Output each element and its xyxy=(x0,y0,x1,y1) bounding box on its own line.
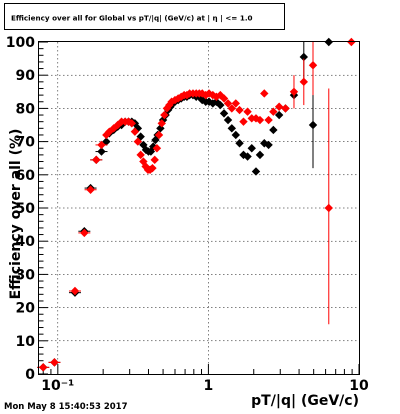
data-point xyxy=(70,286,80,296)
data-point xyxy=(136,150,145,160)
data-point xyxy=(150,155,159,165)
data-point xyxy=(223,99,233,108)
data-point xyxy=(247,114,256,123)
data-point xyxy=(274,102,284,111)
data-point xyxy=(264,140,273,150)
data-point xyxy=(235,139,244,148)
data-point xyxy=(167,97,176,106)
data-point xyxy=(102,130,111,140)
data-point xyxy=(182,90,192,100)
data-point xyxy=(146,147,156,156)
data-point xyxy=(157,119,166,128)
timestamp: Mon May 8 15:40:53 2017 xyxy=(4,402,128,412)
y-tick-label: 50 xyxy=(16,201,36,217)
x-tick-label: 1 xyxy=(204,378,214,394)
data-point xyxy=(219,94,229,103)
data-point xyxy=(133,137,143,146)
data-point xyxy=(308,120,318,130)
data-point xyxy=(227,104,236,113)
title-frame xyxy=(4,3,285,30)
y-tick-label: 0 xyxy=(25,367,35,383)
data-point xyxy=(255,150,265,160)
data-point xyxy=(86,185,95,194)
data-point xyxy=(274,110,284,120)
data-point xyxy=(235,105,244,115)
y-tick-label: 90 xyxy=(16,68,36,84)
data-point xyxy=(269,125,278,135)
data-point xyxy=(39,363,48,372)
data-point xyxy=(92,155,101,165)
data-point xyxy=(255,115,265,125)
data-point xyxy=(247,144,256,153)
y-tick-label: 20 xyxy=(16,301,36,317)
data-point xyxy=(208,90,218,100)
data-point xyxy=(324,203,333,213)
data-point xyxy=(264,115,273,125)
y-tick-label: 30 xyxy=(16,267,36,283)
chart-title: Efficiency over all for Global vs pT/|q|… xyxy=(11,14,253,24)
grid-lines xyxy=(39,42,359,374)
data-point xyxy=(223,115,233,125)
data-point xyxy=(231,99,240,108)
data-point xyxy=(154,130,164,140)
data-point xyxy=(160,110,169,120)
data-markers xyxy=(37,37,356,372)
y-tick-label: 40 xyxy=(16,234,36,250)
data-point xyxy=(97,147,106,156)
data-point xyxy=(299,52,309,62)
x-tick-label: 10⁻¹ xyxy=(41,378,74,394)
data-point xyxy=(260,89,269,98)
x-axis-label: pT/|q| (GeV/c) xyxy=(251,393,359,409)
series-2 xyxy=(37,37,356,372)
data-point xyxy=(243,107,252,116)
data-point xyxy=(231,130,240,140)
data-point xyxy=(152,144,162,153)
y-tick-label: 70 xyxy=(16,135,36,151)
y-tick-label: 60 xyxy=(16,168,36,184)
y-axis-label: Efficiency over all (%) xyxy=(8,129,24,300)
data-point xyxy=(227,124,236,133)
data-point xyxy=(148,163,157,173)
chart-title-box: Efficiency over all for Global vs pT/|q|… xyxy=(4,3,285,30)
data-point xyxy=(219,109,229,118)
data-point xyxy=(299,77,309,87)
x-tick-label: 10 xyxy=(349,378,369,394)
data-point xyxy=(239,117,248,126)
data-point xyxy=(269,107,278,116)
data-point xyxy=(281,104,290,113)
data-point xyxy=(80,228,89,238)
data-point xyxy=(216,100,225,110)
data-point xyxy=(251,167,261,176)
data-point xyxy=(130,127,140,136)
y-tick-label: 80 xyxy=(16,101,36,117)
data-point xyxy=(127,119,137,128)
y-tick-label: 10 xyxy=(16,334,36,350)
data-point xyxy=(243,152,252,161)
data-point xyxy=(97,140,106,150)
data-point xyxy=(50,358,59,367)
y-tick-label: 100 xyxy=(6,35,35,51)
data-point xyxy=(109,124,118,133)
data-point xyxy=(156,124,165,133)
axis-tick-labels: 0 10 20 30 40 50 60 70 80 90 100 10⁻¹ 1 10 xyxy=(6,35,369,394)
plot-frame xyxy=(38,41,360,375)
data-point xyxy=(208,99,218,108)
data-point xyxy=(289,87,299,96)
data-point xyxy=(308,61,318,70)
